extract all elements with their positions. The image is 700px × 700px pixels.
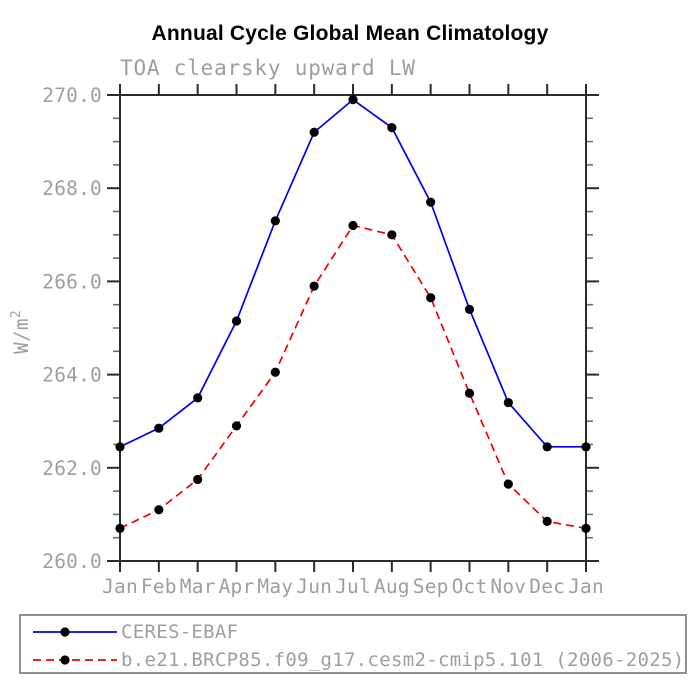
y-major-ticks: [107, 94, 599, 562]
y-tick-labels: 260.0 262.0 264.0 266.0 268.0 270.0: [42, 84, 102, 573]
x-tick-labels: Jan Feb Mar Apr May Jun Jul Aug Sep Oct Nov Dec Jan: [102, 575, 604, 598]
y-tick-label: 264.0: [42, 364, 102, 387]
x-ticks: [119, 84, 587, 572]
x-tick-label: Jan: [102, 575, 138, 598]
x-tick-label: Jun: [296, 575, 332, 598]
y-axis-label: W/m2: [9, 310, 33, 354]
data-point-marker: [154, 505, 164, 515]
x-tick-label: Jul: [335, 575, 371, 598]
series-line-1: [119, 224, 587, 530]
y-tick-label: 270.0: [42, 84, 102, 107]
data-point-marker: [503, 397, 513, 408]
data-point-marker: [154, 423, 164, 433]
x-tick-label: Dec: [529, 575, 565, 598]
chart-subtitle: TOA clearsky upward LW: [120, 56, 416, 80]
data-point-marker: [464, 388, 475, 398]
data-point-marker: [464, 304, 475, 314]
x-tick-label: Aug: [374, 575, 410, 598]
data-point-marker: [581, 442, 591, 452]
y-tick-label: 266.0: [42, 270, 102, 293]
data-point-marker: [231, 421, 242, 431]
x-tick-label: Feb: [141, 575, 177, 598]
page-title: Annual Cycle Global Mean Climatology: [151, 22, 549, 45]
data-point-marker: [270, 216, 280, 226]
legend: CERES-EBAF b.e21.BRCP85.f09_g17.cesm2-cm…: [19, 614, 687, 674]
data-point-marker: [542, 442, 552, 452]
data-point-marker: [193, 474, 203, 485]
data-point-marker: [387, 230, 397, 240]
x-tick-label: Mar: [180, 575, 216, 598]
y-tick-label: 268.0: [42, 177, 102, 200]
x-tick-label: Sep: [413, 575, 449, 598]
legend-label: CERES-EBAF: [121, 621, 239, 643]
x-tick-label: Jan: [568, 575, 604, 598]
data-point-marker: [309, 127, 319, 137]
legend-item-model: b.e21.BRCP85.f09_g17.cesm2-cmip5.101 (20…: [21, 646, 685, 674]
legend-sample-line-dashed: [33, 655, 117, 665]
x-tick-label: Nov: [490, 575, 526, 598]
y-tick-label: 262.0: [42, 457, 102, 480]
data-point-marker: [387, 123, 397, 133]
data-point-marker: [581, 523, 591, 533]
data-point-marker: [426, 197, 436, 207]
legend-label: b.e21.BRCP85.f09_g17.cesm2-cmip5.101 (20…: [121, 649, 685, 671]
data-point-marker: [426, 293, 436, 303]
y-minor-ticks: [113, 117, 593, 539]
data-point-marker: [115, 523, 125, 533]
series-markers-1: [115, 220, 591, 533]
data-point-marker: [115, 442, 125, 452]
data-point-marker: [231, 316, 242, 326]
data-point-marker: [309, 281, 319, 291]
legend-item-ceres: CERES-EBAF: [21, 618, 685, 646]
data-point-marker: [270, 367, 280, 377]
data-point-marker: [193, 393, 203, 403]
x-tick-label: May: [257, 575, 293, 598]
legend-sample-line-solid: [33, 627, 117, 637]
y-tick-label: 260.0: [42, 550, 102, 573]
series-line-0: [119, 98, 586, 448]
axis-box: [119, 94, 587, 562]
x-tick-label: Oct: [452, 575, 488, 598]
data-point-marker: [503, 479, 513, 489]
data-point-marker: [348, 95, 358, 105]
data-point-marker: [542, 516, 552, 526]
x-tick-label: Apr: [219, 575, 255, 598]
data-point-marker: [348, 220, 358, 231]
series-markers-0: [115, 95, 591, 452]
